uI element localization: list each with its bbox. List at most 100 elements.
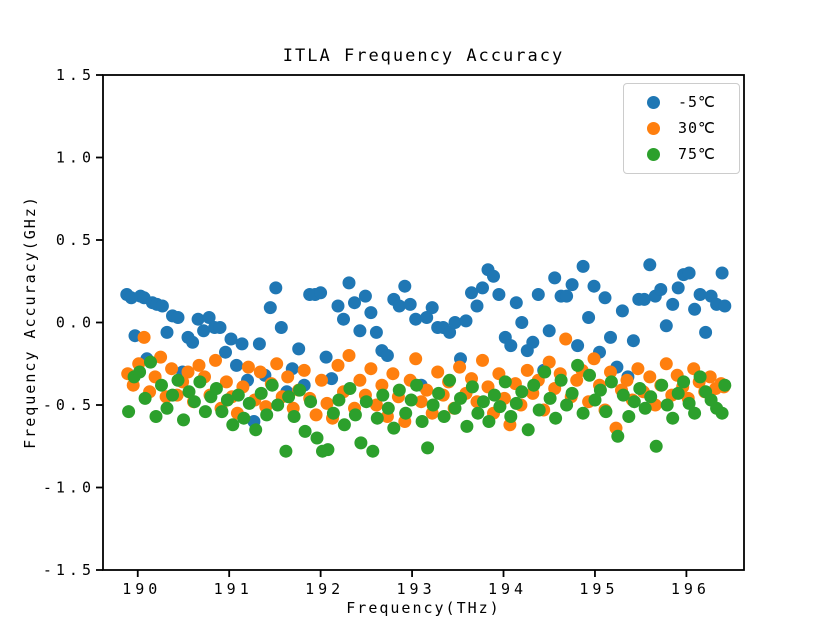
scatter-point-series1	[420, 383, 434, 397]
scatter-point-series2	[487, 388, 501, 402]
scatter-point-series0	[398, 279, 412, 293]
scatter-point-series0	[465, 286, 478, 300]
y-tick-label: -0.5	[43, 396, 95, 414]
scatter-point-series0	[252, 337, 266, 351]
scatter-point-series1	[281, 370, 295, 384]
scatter-point-series1	[375, 378, 389, 392]
scatter-point-series2	[465, 380, 479, 394]
scatter-point-series0	[171, 311, 185, 324]
scatter-point-series2	[392, 383, 406, 397]
scatter-point-series0	[202, 311, 216, 324]
scatter-point-series1	[659, 357, 673, 371]
scatter-point-series1	[331, 358, 345, 372]
scatter-point-series0	[292, 342, 306, 356]
scatter-point-series0	[487, 269, 500, 283]
legend-item-75c: 75℃	[624, 141, 739, 167]
legend-item-minus5c: -5℃	[624, 89, 739, 115]
scatter-point-series2	[649, 439, 663, 453]
scatter-point-series0	[342, 276, 356, 290]
scatter-point-series0	[364, 306, 378, 320]
chart-title: ITLA Frequency Accuracy	[282, 46, 565, 66]
scatter-point-series0	[224, 332, 238, 346]
scatter-point-series2	[133, 365, 147, 379]
scatter-point-series2	[293, 383, 307, 397]
y-tick-label: 1.0	[56, 149, 95, 167]
scatter-point-series2	[279, 444, 293, 458]
scatter-point-series2	[387, 421, 401, 435]
legend-marker-75c-icon	[647, 147, 660, 161]
scatter-point-series1	[587, 352, 601, 366]
scatter-point-series0	[492, 288, 506, 301]
scatter-point-series2	[332, 393, 346, 407]
scatter-point-series2	[498, 375, 512, 389]
scatter-point-series0	[476, 281, 489, 295]
scatter-point-series2	[538, 365, 552, 379]
scatter-point-series2	[254, 386, 268, 400]
scatter-point-series2	[337, 418, 351, 432]
scatter-point-series1	[570, 373, 584, 387]
scatter-point-series1	[297, 363, 311, 377]
scatter-point-series2	[604, 375, 618, 389]
scatter-point-series2	[509, 396, 523, 410]
scatter-point-series0	[314, 286, 328, 300]
y-tick-label: -1.5	[43, 561, 95, 579]
scatter-point-series1	[342, 349, 356, 362]
scatter-point-series1	[414, 395, 428, 409]
scatter-point-series2	[381, 401, 395, 415]
scatter-point-series0	[219, 345, 232, 359]
scatter-point-series0	[230, 358, 243, 372]
scatter-point-series0	[688, 302, 702, 316]
x-axis-label: Frequency(THz)	[346, 599, 501, 617]
scatter-point-series2	[576, 406, 590, 420]
scatter-point-series0	[392, 299, 406, 313]
scatter-point-series1	[181, 365, 195, 379]
scatter-point-series0	[331, 299, 345, 313]
scatter-point-series0	[582, 311, 596, 324]
scatter-point-series2	[448, 401, 462, 415]
scatter-point-series2	[366, 444, 380, 458]
scatter-point-series1	[643, 370, 657, 384]
scatter-point-series1	[520, 363, 534, 377]
scatter-point-series1	[476, 353, 489, 367]
scatter-point-series0	[504, 339, 518, 353]
scatter-point-series2	[715, 406, 729, 420]
scatter-point-series2	[282, 390, 296, 404]
y-tick-label: -1.0	[43, 479, 95, 497]
scatter-point-series1	[559, 332, 573, 346]
scatter-point-series2	[677, 375, 691, 389]
scatter-point-series0	[369, 325, 383, 339]
scatter-point-series1	[154, 350, 168, 364]
scatter-point-series2	[616, 388, 630, 402]
scatter-point-series2	[404, 393, 418, 407]
scatter-point-series1	[369, 398, 383, 412]
x-tick-label: 190	[122, 580, 161, 598]
scatter-point-series2	[543, 391, 557, 405]
scatter-point-series2	[226, 418, 240, 432]
scatter-point-series0	[615, 304, 629, 318]
scatter-point-series0	[403, 297, 417, 311]
scatter-point-series0	[654, 283, 668, 296]
scatter-point-series2	[321, 443, 335, 457]
scatter-point-series1	[409, 352, 423, 366]
scatter-point-series2	[655, 378, 669, 392]
scatter-point-series0	[470, 299, 484, 313]
scatter-point-series2	[310, 431, 324, 445]
x-tick-label: 194	[488, 580, 527, 598]
scatter-point-series0	[682, 266, 696, 280]
scatter-point-series2	[571, 358, 585, 372]
scatter-point-series0	[443, 325, 457, 339]
scatter-point-series1	[431, 365, 445, 379]
scatter-point-series2	[410, 378, 424, 392]
scatter-point-series2	[671, 386, 685, 400]
scatter-point-series2	[271, 398, 285, 412]
scatter-point-series2	[666, 411, 680, 425]
scatter-point-series2	[298, 424, 312, 438]
scatter-point-series0	[353, 324, 367, 338]
scatter-point-series1	[364, 362, 378, 376]
scatter-point-series0	[548, 271, 562, 285]
scatter-point-series2	[426, 398, 440, 412]
legend-label-minus5c: -5℃	[678, 93, 716, 111]
scatter-point-series0	[576, 259, 590, 273]
scatter-point-series2	[599, 405, 613, 419]
